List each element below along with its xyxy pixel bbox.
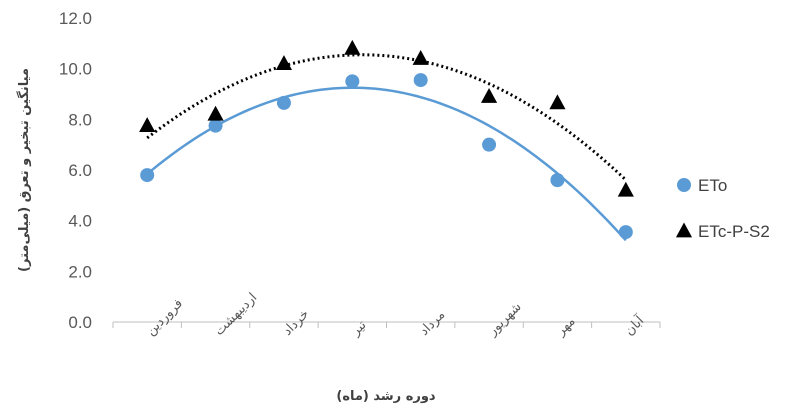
- y-tick-label: 4.0: [68, 212, 92, 231]
- trendline-eto: [146, 86, 627, 242]
- y-axis-title: میانگین تبخیر و تعرق (میلی‌متر): [16, 68, 32, 272]
- data-point-etc-p-s2: [139, 117, 156, 133]
- data-markers: [139, 39, 634, 240]
- data-point-etc-p-s2: [344, 39, 361, 55]
- legend-marker-eto: [677, 178, 691, 192]
- data-point-etc-p-s2: [412, 50, 429, 65]
- data-point-etc-p-s2: [549, 94, 566, 110]
- data-point-eto: [413, 73, 428, 88]
- x-axis-ticks: فروردین اردیبهشت خرداد تیر مرداد شهریور مهر آبا…: [143, 290, 648, 339]
- x-axis-tick-marks: [112, 322, 661, 328]
- x-tick-label: تیر: [348, 318, 370, 340]
- x-tick-label: آبان: [621, 311, 649, 339]
- y-tick-label: 8.0: [68, 110, 92, 129]
- x-tick-label: مهر: [553, 314, 579, 340]
- data-point-eto: [482, 137, 497, 152]
- data-point-eto: [550, 173, 565, 188]
- legend: ETo ETc-P-S2: [675, 176, 770, 241]
- x-tick-label: فروردین: [143, 296, 186, 339]
- data-point-eto: [618, 225, 633, 240]
- trendlines: [146, 53, 627, 242]
- legend-marker-etc-p-s2: [675, 222, 693, 238]
- y-axis-ticks: 0.0 2.0 4.0 6.0 8.0 10.0 12.0: [59, 9, 92, 332]
- x-tick-label: مرداد: [417, 307, 448, 338]
- trendline-etc-p-s2: [146, 53, 627, 182]
- data-point-eto: [276, 95, 291, 110]
- legend-label-eto: ETo: [698, 176, 727, 195]
- data-point-etc-p-s2: [480, 88, 498, 103]
- y-tick-label: 0.0: [68, 313, 92, 332]
- x-tick-label: اردیبهشت: [212, 290, 260, 338]
- y-tick-label: 6.0: [68, 161, 92, 180]
- data-point-eto: [140, 168, 155, 183]
- data-point-eto: [208, 118, 223, 133]
- y-tick-label: 12.0: [59, 9, 92, 28]
- data-point-eto: [345, 74, 360, 89]
- data-point-etc-p-s2: [275, 55, 293, 70]
- legend-label-etc-p-s2: ETc-P-S2: [698, 222, 770, 241]
- x-tick-label: خرداد: [280, 307, 312, 339]
- data-point-etc-p-s2: [207, 105, 224, 121]
- y-tick-label: 10.0: [59, 60, 92, 79]
- x-axis-title: دوره رشد (ماه): [336, 389, 436, 404]
- y-tick-label: 2.0: [68, 262, 92, 281]
- data-point-etc-p-s2: [617, 181, 634, 197]
- x-tick-label: شهریور: [485, 299, 525, 339]
